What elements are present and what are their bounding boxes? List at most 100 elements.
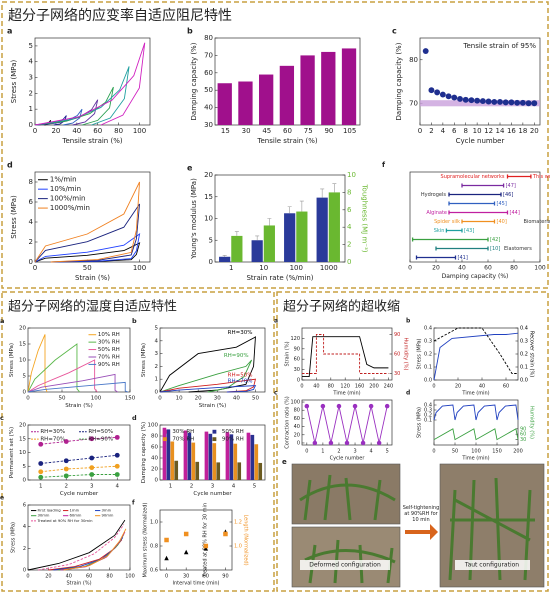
y2-tick-label: 0 [347, 258, 351, 266]
x-tick-label: 60 [86, 574, 92, 580]
x-axis-label: Tensile strain (%) [256, 137, 317, 145]
x-tick-label: 60 [93, 127, 102, 135]
y-tick-label: 80 [204, 34, 213, 42]
range [415, 255, 457, 260]
error-bar [287, 206, 292, 214]
x-tick-label: 0 [33, 264, 37, 272]
x-tick-label: 0 [408, 265, 412, 272]
y-tick-label: 5 [155, 326, 159, 332]
bar [166, 429, 171, 480]
y-axis-label: Stress (MPa) [9, 343, 15, 377]
point [38, 441, 44, 447]
y-tick-label: 0 [23, 568, 26, 574]
point [223, 531, 228, 537]
bar [233, 443, 238, 480]
x-tick-label: 20 [530, 127, 539, 135]
y-tick-label: 70 [204, 51, 213, 59]
y-axis-label: Contraction ratio (%) [285, 396, 291, 449]
range [448, 210, 509, 215]
point [474, 97, 481, 104]
bar [187, 432, 192, 480]
point [63, 473, 69, 479]
point [451, 94, 458, 101]
x-tick-label: 0 [418, 127, 422, 135]
panel-letter: a [0, 317, 4, 325]
point [352, 403, 358, 409]
range [461, 183, 505, 188]
y-tick-label: 2 [23, 546, 26, 552]
y-tick-label: 15 [204, 193, 213, 201]
bar [170, 441, 175, 480]
point [89, 472, 95, 477]
x-tick-label: 60 [503, 384, 509, 390]
y2-tick-label: 90 [394, 332, 400, 338]
line [433, 404, 519, 421]
x-tick-label: 200 [369, 384, 379, 390]
legend-label: 70% RH [98, 354, 120, 360]
range [435, 246, 489, 251]
plot-frame [409, 171, 541, 263]
y-axis-label: Stress (MPa) [10, 60, 18, 104]
line [433, 332, 519, 381]
panel-letter: c [0, 414, 4, 422]
range-ref: [41] [458, 255, 468, 261]
y-tick-label: 120 [290, 336, 300, 342]
bar [254, 444, 259, 480]
y2-tick-label: 0.2 [520, 352, 528, 358]
range [445, 228, 463, 233]
y2-tick-label: 90 [520, 426, 526, 432]
x-tick-label: 50 [59, 396, 66, 402]
x-tick-label: 2 [337, 449, 340, 455]
y-tick-label: 30 [294, 367, 300, 373]
range-ref: [40] [497, 219, 507, 225]
line [27, 381, 129, 393]
row-label: Skin [434, 228, 445, 234]
x-tick-label: 100 [290, 264, 303, 272]
range [448, 192, 502, 197]
y-tick-label: 80 [151, 434, 158, 440]
point [320, 403, 326, 409]
x-tick-label: 40 [66, 574, 72, 580]
x-tick-label: 2 [65, 484, 69, 490]
x-tick-label: 50 [252, 396, 259, 402]
x-tick-label: 80 [106, 574, 112, 580]
y-tick-label: 3 [29, 74, 33, 82]
point [514, 99, 521, 106]
range-ref: [10] [490, 246, 500, 252]
point [203, 543, 209, 549]
legend-swatch [212, 429, 217, 434]
y2-axis-label: Length (Normalized) [243, 514, 249, 565]
y2-tick-label: 30 [520, 437, 526, 443]
range-ref: [42] [490, 237, 500, 243]
panel-letter: a [7, 27, 12, 36]
y-tick-label: 20 [19, 326, 26, 332]
section-border [1, 1, 549, 289]
x-tick-label: 0 [432, 384, 435, 390]
y-tick-label: 40 [294, 424, 300, 430]
line [40, 436, 118, 445]
plot-frame [159, 509, 233, 571]
x-tick-label: 4 [232, 484, 236, 490]
point [328, 440, 334, 446]
x-tick-label: 2 [190, 484, 194, 490]
legend-label: 3min [101, 508, 111, 513]
photo [291, 463, 545, 588]
x-tick-label: 4 [441, 127, 446, 135]
y-tick-label: 0 [297, 440, 300, 446]
point [360, 440, 366, 446]
point [304, 403, 310, 409]
bar [225, 432, 230, 480]
range [461, 219, 496, 224]
y2-axis-label: Humidity (%) [403, 338, 409, 371]
point [384, 403, 390, 409]
x-tick-label: 100 [125, 574, 135, 580]
y-axis-label: Maximum stress (Normalized) [143, 503, 149, 578]
x-tick-label: 20 [51, 127, 60, 135]
line [34, 181, 140, 263]
point [312, 440, 318, 446]
line [40, 465, 118, 473]
legend-label: RH=50% [228, 372, 253, 378]
x-tick-label: 40 [72, 127, 81, 135]
point [445, 93, 452, 100]
point [114, 452, 120, 458]
